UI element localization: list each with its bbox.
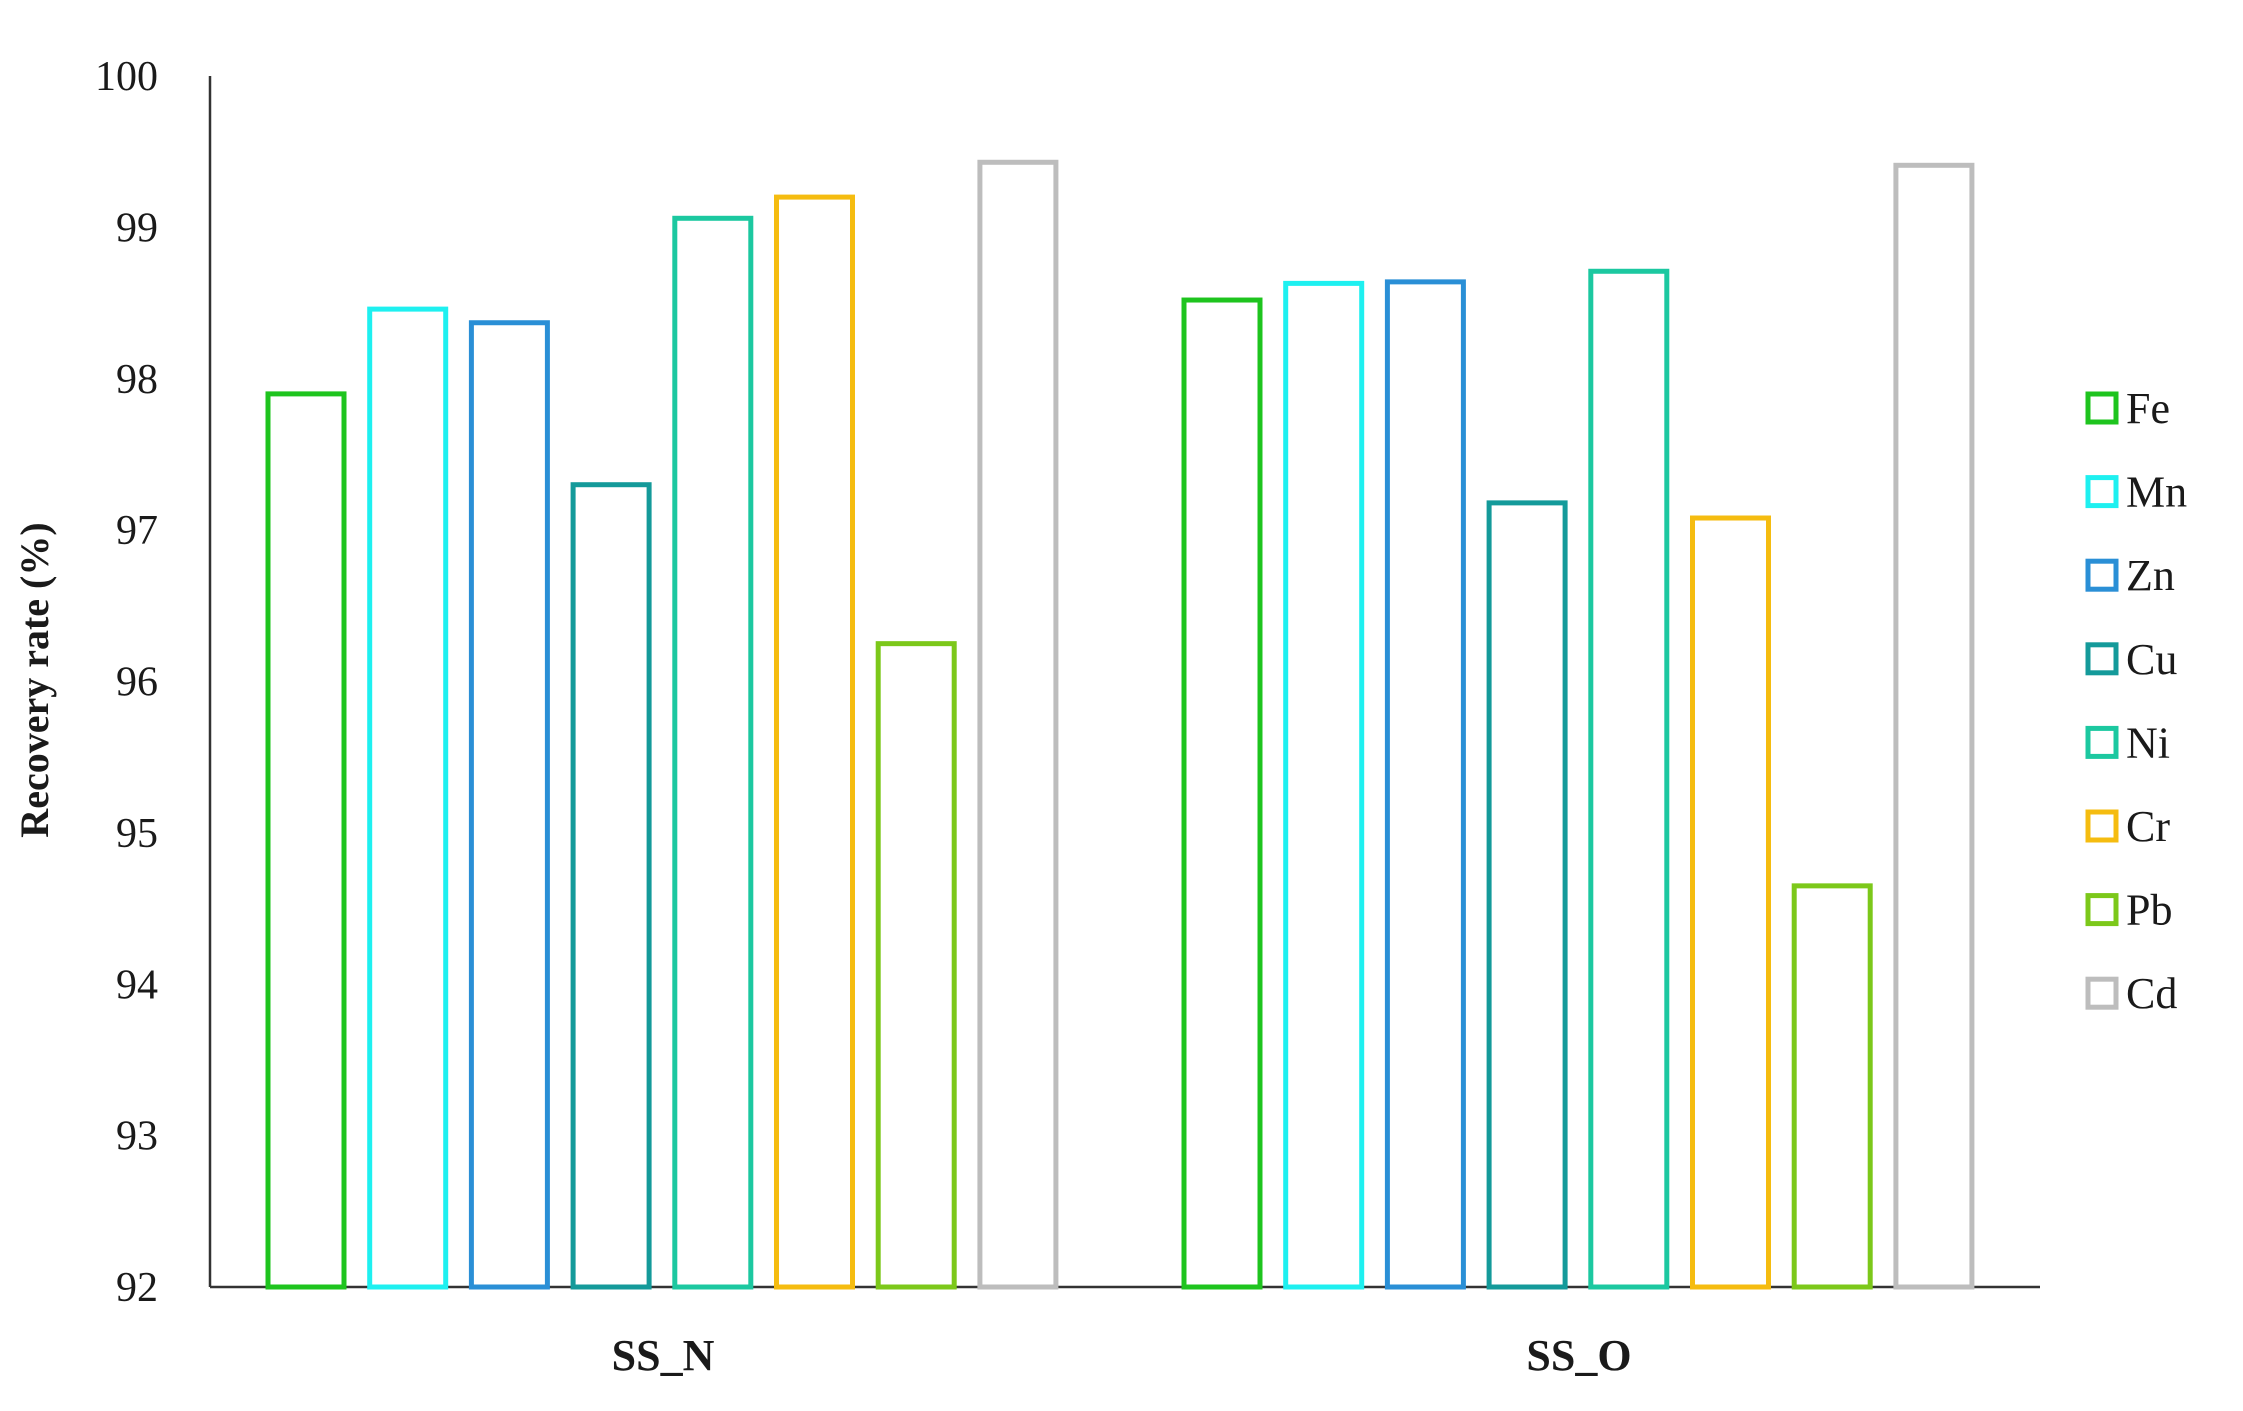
legend-swatch-pb: [2085, 893, 2119, 927]
bar-cu-ss-o: [1486, 500, 1568, 1290]
y-tick-label: 100: [95, 54, 158, 100]
bar-cu-ss-n: [570, 482, 652, 1290]
bar-mn-ss-o: [1283, 280, 1365, 1290]
y-tick-label: 97: [116, 508, 158, 554]
bar-zn-ss-n: [468, 320, 550, 1290]
y-axis-ticks: 92 93 94 95 96 97 98 99 100: [95, 54, 158, 1311]
legend-label-pb: Pb: [2126, 886, 2172, 935]
y-tick-label: 99: [116, 205, 158, 251]
legend-label-mn: Mn: [2126, 468, 2187, 517]
y-tick-label: 92: [116, 1265, 158, 1311]
legend: Fe Mn Zn Cu Ni Cr Pb Cd: [2085, 384, 2187, 1018]
y-axis-title-group: Recovery rate (%): [12, 522, 57, 837]
bar-zn-ss-o: [1384, 279, 1466, 1290]
legend-label-fe: Fe: [2126, 384, 2170, 433]
bar-cr-ss-n: [774, 194, 855, 1290]
legend-label-zn: Zn: [2126, 551, 2175, 600]
y-axis-title: Recovery rate (%): [12, 522, 57, 837]
bar-pb-ss-o: [1791, 883, 1873, 1290]
bar-fe-ss-n: [265, 391, 347, 1290]
bars: [265, 159, 1975, 1290]
y-tick-label: 94: [116, 962, 158, 1008]
legend-label-ni: Ni: [2126, 718, 2170, 767]
legend-swatch-cr: [2085, 809, 2119, 843]
bar-fe-ss-o: [1181, 297, 1263, 1290]
legend-swatch-fe: [2085, 391, 2119, 425]
legend-swatch-mn: [2085, 475, 2119, 509]
legend-swatch-zn: [2085, 558, 2119, 592]
legend-label-cr: Cr: [2126, 802, 2170, 851]
bar-ni-ss-n: [672, 215, 754, 1290]
y-tick-label: 95: [116, 811, 158, 857]
y-tick-label: 98: [116, 357, 158, 403]
legend-label-cd: Cd: [2126, 969, 2177, 1018]
legend-swatch-cu: [2085, 642, 2119, 676]
bar-ni-ss-o: [1588, 268, 1670, 1290]
bar-pb-ss-n: [875, 641, 957, 1290]
x-category-label: SS_O: [1526, 1331, 1631, 1380]
y-tick-label: 96: [116, 660, 158, 706]
bar-mn-ss-n: [367, 306, 449, 1290]
x-axis-category-labels: SS_N SS_O: [612, 1331, 1632, 1380]
bar-cd-ss-o: [1893, 162, 1975, 1290]
x-category-label: SS_N: [612, 1331, 715, 1380]
y-tick-label: 93: [116, 1114, 158, 1160]
bar-cd-ss-n: [977, 159, 1059, 1290]
legend-swatch-cd: [2085, 976, 2119, 1010]
legend-label-cu: Cu: [2126, 635, 2177, 684]
legend-swatch-ni: [2085, 725, 2119, 759]
bar-cr-ss-o: [1690, 515, 1771, 1290]
